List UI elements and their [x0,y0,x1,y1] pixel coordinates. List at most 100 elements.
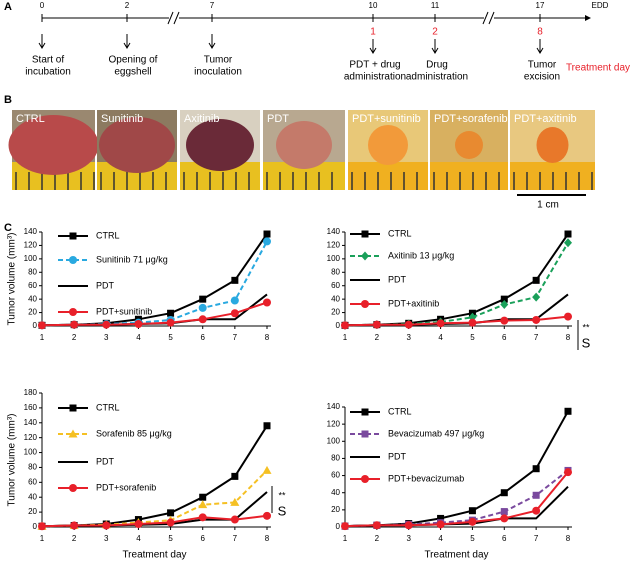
legend-marker [361,430,369,438]
legend-label: Axitinib 13 μg/kg [388,250,454,260]
legend-label: CTRL [388,406,412,416]
legend-label: CTRL [388,228,412,238]
legend-marker [361,408,369,416]
y-tick-label: 40 [331,488,340,497]
legend-label: CTRL [96,402,120,412]
tumor [99,117,175,173]
y-tick-label: 0 [33,321,38,330]
event-label: Tumor [204,55,233,66]
marker [230,497,240,506]
x-tick-label: 1 [343,333,348,342]
tumor [8,115,99,175]
marker [532,491,540,499]
tumor [455,131,483,159]
marker [166,318,175,327]
marker [102,320,111,329]
marker [231,276,239,284]
arrowhead [38,42,46,49]
arrowhead [123,42,131,49]
marker [532,276,540,284]
y-tick-label: 140 [24,418,38,427]
legend-marker [69,232,77,240]
tumor [536,127,569,163]
legend-label: PDT+bevacizumab [388,473,464,483]
marker [263,230,271,238]
x-tick-label: 7 [233,534,238,543]
marker [38,321,46,330]
x-tick-label: 6 [200,333,205,342]
axis-break [167,11,174,25]
day-label: 11 [431,1,440,10]
legend-marker [69,404,77,412]
marker [167,509,175,517]
series-line [41,240,268,327]
legend-label: PDT [388,274,407,284]
marker [468,507,476,515]
y-tick-label: 20 [331,505,340,514]
x-tick-label: 2 [375,534,380,543]
y-tick-label: 0 [33,522,38,531]
marker [263,298,271,307]
annotation: S [582,335,591,350]
marker [263,422,271,430]
y-tick-label: 20 [28,308,37,317]
y-axis-label: Tumor volume (mm³) [7,233,18,326]
x-tick-label: 6 [502,534,507,543]
marker [468,517,477,526]
x-tick-label: 1 [40,534,45,543]
axis-break [169,12,179,24]
x-tick-label: 8 [265,534,270,543]
annotation: ** [278,490,286,500]
x-tick-label: 4 [438,333,443,342]
y-tick-label: 80 [28,267,37,276]
marker [230,515,239,524]
x-tick-label: 7 [534,534,539,543]
treatment-day-number: 8 [537,27,543,38]
day-label: 0 [40,1,45,10]
series-line [344,471,569,528]
marker [532,506,541,515]
x-tick-label: 5 [168,333,173,342]
legend-label: Bevacizumab 497 μg/kg [388,428,484,438]
treatment-day-number: 2 [432,27,438,38]
x-tick-label: 6 [502,333,507,342]
event-label: Drug [426,60,448,71]
legend-label: Sorafenib 85 μg/kg [96,428,172,438]
y-tick-label: 160 [24,403,38,412]
y-tick-label: 140 [24,227,38,236]
x-tick-label: 1 [343,534,348,543]
y-tick-label: 80 [331,454,340,463]
axis-break [488,11,495,25]
event-label: Tumor [528,60,557,71]
legend-marker [361,300,369,308]
legend-label: PDT+axitinib [388,298,439,308]
series-line [41,469,268,528]
x-tick-label: 8 [566,333,571,342]
photo-label: PDT+sorafenib [434,113,508,125]
event-label: administration [406,72,468,83]
series-line [41,514,268,528]
ruler [348,162,428,190]
photo-label: CTRL [16,113,45,125]
x-tick-label: 3 [406,534,411,543]
y-tick-label: 120 [24,241,38,250]
legend-marker [361,251,369,261]
marker [500,295,508,303]
day-label: 7 [210,1,215,10]
y-tick-label: 80 [331,267,340,276]
marker [102,521,111,530]
panel-label: B [4,94,12,106]
day-label: 2 [125,1,130,10]
y-tick-label: 120 [24,433,38,442]
marker [262,465,272,474]
legend-label: CTRL [96,230,120,240]
marker [341,321,349,330]
marker [500,514,509,523]
marker [500,300,509,310]
tumor [186,119,254,171]
legend-marker [69,308,77,316]
legend-label: PDT [96,280,115,290]
y-tick-label: 60 [331,471,340,480]
